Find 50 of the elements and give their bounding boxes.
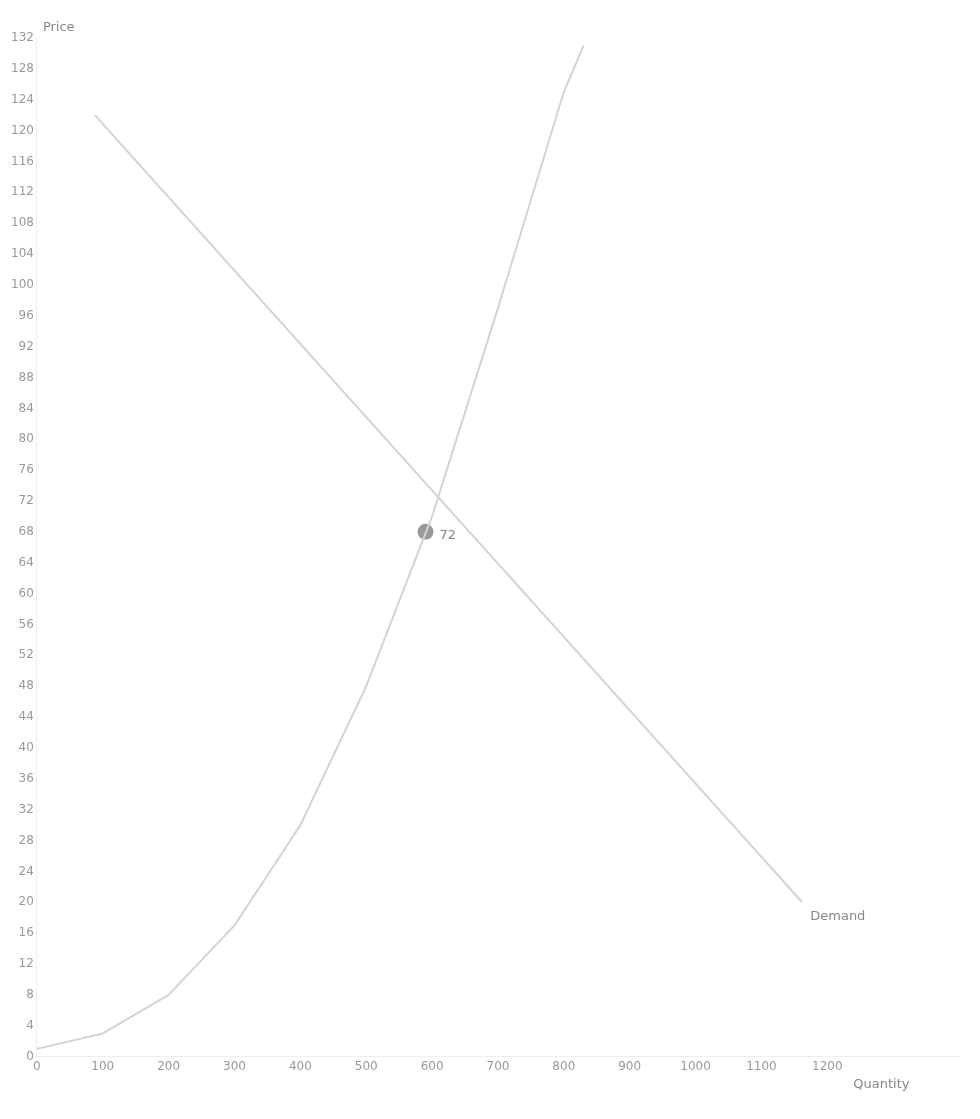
- y-tick-label: 108: [11, 215, 34, 230]
- y-tick-label: 20: [18, 894, 34, 909]
- y-tick-label: 116: [11, 153, 34, 168]
- y-tick-label: 112: [11, 184, 34, 199]
- y-tick-label: 0: [26, 1048, 34, 1063]
- y-tick-label: 52: [18, 647, 34, 662]
- y-tick-label: 84: [18, 400, 34, 415]
- y-tick-label: 64: [18, 554, 34, 569]
- y-tick-label: 48: [18, 678, 34, 693]
- y-tick-label: 8: [26, 986, 34, 1001]
- x-tick-label: 200: [157, 1058, 181, 1073]
- x-tick-label: 1000: [680, 1058, 711, 1073]
- y-tick-label: 128: [11, 60, 34, 75]
- y-tick-label: 36: [18, 770, 34, 785]
- x-tick-label: 700: [486, 1058, 510, 1073]
- annotation: 72: [439, 527, 457, 543]
- y-axis-title: Price: [42, 18, 75, 34]
- y-tick-label: 56: [18, 616, 34, 631]
- y-tick-label: 28: [18, 832, 34, 847]
- y-tick-label: 40: [18, 740, 34, 755]
- y-tick-label: 80: [18, 431, 34, 446]
- y-tick-label: 72: [18, 493, 34, 508]
- y-tick-label: 76: [18, 462, 34, 477]
- y-tick-label: 96: [18, 307, 34, 322]
- y-tick-label: 120: [11, 122, 34, 137]
- y-tick-label: 124: [11, 91, 34, 106]
- x-tick-label: 1200: [812, 1058, 843, 1073]
- y-tick-label: 16: [18, 925, 34, 940]
- x-tick-label: 600: [420, 1058, 444, 1073]
- y-tick-label: 4: [26, 1017, 34, 1032]
- y-tick-label: 44: [18, 709, 34, 724]
- y-tick-label: 100: [11, 277, 34, 292]
- y-tick-label: 24: [18, 863, 34, 878]
- x-axis-title: Quantity: [853, 1076, 910, 1092]
- x-tick-label: 300: [223, 1058, 246, 1073]
- y-tick-label: 92: [18, 338, 34, 353]
- x-tick-label: 800: [552, 1058, 576, 1073]
- y-tick-label: 104: [11, 246, 34, 261]
- x-tick-label: 900: [618, 1058, 642, 1073]
- y-tick-label: 68: [18, 523, 34, 538]
- y-tick-label: 88: [18, 369, 34, 384]
- series-label: Demand: [810, 907, 866, 923]
- y-tick-label: 32: [18, 801, 34, 816]
- x-tick-label: 400: [288, 1058, 312, 1073]
- y-tick-label: 60: [18, 585, 34, 600]
- x-tick-label: 500: [354, 1058, 378, 1073]
- x-tick-label: 1100: [746, 1058, 777, 1073]
- y-tick-label: 12: [18, 956, 34, 971]
- x-tick-label: 100: [91, 1058, 115, 1073]
- y-tick-label: 132: [11, 30, 34, 45]
